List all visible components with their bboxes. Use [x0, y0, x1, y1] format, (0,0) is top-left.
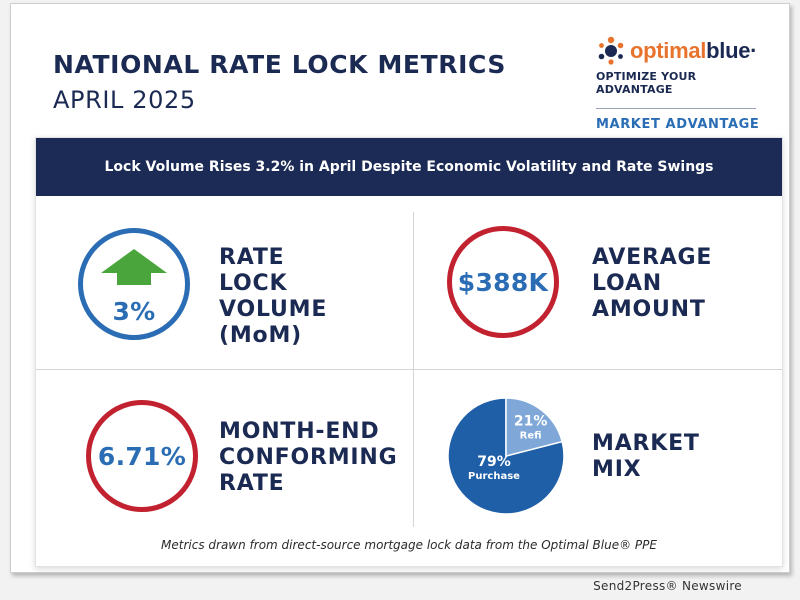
metric-label: AVERAGE LOAN AMOUNT [592, 245, 712, 323]
page-title: NATIONAL RATE LOCK METRICS [53, 50, 507, 79]
brand-mark: · [750, 38, 758, 63]
metrics-panel: Lock Volume Rises 3.2% in April Despite … [35, 137, 783, 567]
up-arrow-icon [101, 249, 167, 285]
label-line: MARKET [592, 431, 700, 456]
metric-label: RATE LOCK VOLUME (MoM) [219, 245, 327, 349]
brand-name-part1: optimal [630, 38, 707, 63]
brand-logo: optimalblue· OPTIMIZE YOUR ADVANTAGE MAR… [596, 36, 766, 132]
pie-category-label: Purchase [468, 471, 520, 482]
label-line: RATE [219, 471, 285, 496]
newswire-credit: Send2Press® Newswire [593, 579, 742, 593]
divider [596, 108, 756, 109]
label-line: RATE LOCK [219, 245, 288, 296]
average-loan-value: $388K [457, 267, 549, 297]
optimal-blue-logo-icon [598, 36, 624, 65]
label-line: MONTH-END [219, 419, 380, 444]
label-line: (MoM) [219, 323, 303, 348]
infographic-card: NATIONAL RATE LOCK METRICS APRIL 2025 op… [10, 3, 790, 573]
label-line: AVERAGE [592, 245, 713, 270]
brand-name: optimalblue· [630, 38, 757, 64]
label-line: CONFORMING [219, 445, 398, 470]
pie-slice-refi [505, 397, 564, 457]
label-line: MIX [592, 457, 642, 482]
section-label: MARKET ADVANTAGE [596, 117, 760, 132]
footer-note: Metrics drawn from direct-source mortgag… [161, 538, 657, 552]
conforming-rate-value: 6.71% [97, 441, 187, 471]
label-line: VOLUME [219, 297, 328, 322]
rate-lock-volume-value: 3% [112, 297, 156, 326]
headline-banner: Lock Volume Rises 3.2% in April Despite … [36, 138, 782, 196]
pie-value-label: 21% [514, 413, 548, 429]
metric-label: MONTH-END CONFORMING RATE [219, 419, 397, 497]
market-mix-pie-chart: 79%Purchase 21%Refi [447, 397, 565, 515]
metric-label: MARKET MIX [592, 431, 700, 483]
pie-value-label: 79% [477, 454, 511, 470]
metric-ring: 3% [78, 228, 190, 340]
horizontal-divider [36, 369, 782, 370]
pie-category-label: Refi [520, 430, 542, 441]
metric-ring: 6.71% [86, 400, 198, 512]
brand-name-part2: blue [706, 38, 751, 63]
page-subtitle: APRIL 2025 [53, 86, 196, 114]
metric-ring: $388K [447, 226, 559, 338]
brand-tagline: OPTIMIZE YOUR ADVANTAGE [596, 70, 697, 96]
label-line: LOAN [592, 271, 662, 296]
headline-text: Lock Volume Rises 3.2% in April Despite … [104, 159, 714, 175]
label-line: AMOUNT [592, 297, 706, 322]
